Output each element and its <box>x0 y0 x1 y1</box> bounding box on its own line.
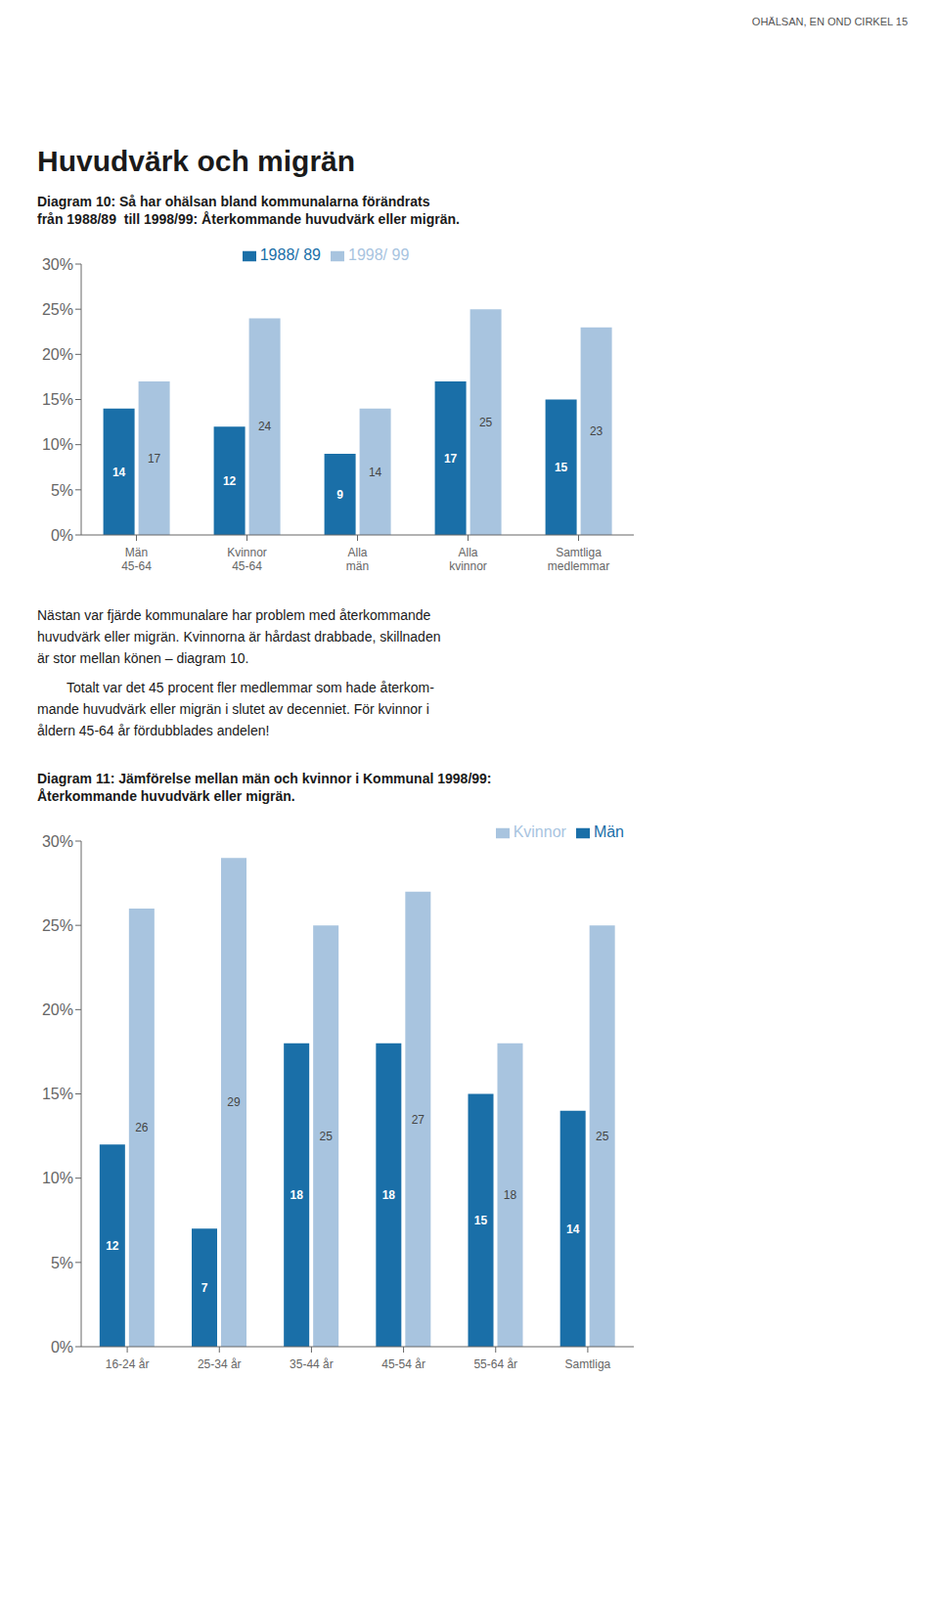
html-text:Diagram 11: Jämförelse mellan: Diagram 11: Jämförelse mellan män och kv… <box>37 770 492 787</box>
svg-text:55-64 år: 55-64 år <box>473 1357 518 1372</box>
svg-text:25: 25 <box>595 1129 610 1144</box>
html-text:från 1988/89 till 1998/99: Åte: från 1988/89 till 1998/99: Återkommande … <box>37 211 460 227</box>
svg-text:Allamän: Allamän <box>346 545 369 574</box>
html-text:åldern 45-64 år fördubblades a: åldern 45-64 år fördubblades andelen! <box>37 722 270 739</box>
svg-text:30%: 30% <box>42 256 74 273</box>
svg-text:27: 27 <box>411 1113 426 1127</box>
svg-text:25%: 25% <box>42 301 74 318</box>
html-text:huvudvärk eller migrän. Kvinno: huvudvärk eller migrän. Kvinnorna är hår… <box>37 628 441 645</box>
html-text:Diagram 10: Så har ohälsan bla: Diagram 10: Så har ohälsan bland kommuna… <box>37 193 430 210</box>
html-text:1988/ 89: 1988/ 89 <box>259 246 321 264</box>
svg-text:16-24 år: 16-24 år <box>105 1357 150 1372</box>
svg-text:45-54 år: 45-54 år <box>381 1357 426 1372</box>
svg-text:0%: 0% <box>50 1339 74 1356</box>
svg-text:17: 17 <box>147 451 162 466</box>
svg-text:10%: 10% <box>42 436 74 453</box>
svg-text:12: 12 <box>105 1239 120 1253</box>
svg-text:15: 15 <box>474 1213 489 1228</box>
svg-text:10%: 10% <box>42 1169 74 1187</box>
svg-text:Samtliga: Samtliga <box>565 1357 612 1372</box>
svg-text:14: 14 <box>368 465 383 480</box>
svg-text:23: 23 <box>589 424 604 439</box>
html-text:Män: Män <box>593 823 625 841</box>
html-text:Kvinnor: Kvinnor <box>513 823 567 841</box>
svg-text:Allakvinnor: Allakvinnor <box>448 545 488 574</box>
html-text:Huvudvärk och migrän: Huvudvärk och migrän <box>37 144 356 178</box>
html-text:mande huvudvärk eller migrän i: mande huvudvärk eller migrän i slutet av… <box>37 701 430 717</box>
svg-text:30%: 30% <box>42 833 74 850</box>
html-text:Totalt var det 45 procent fler: Totalt var det 45 procent fler medlemmar… <box>66 679 435 696</box>
svg-text:12: 12 <box>223 474 237 489</box>
svg-text:35-44 år: 35-44 år <box>289 1357 334 1372</box>
svg-text:29: 29 <box>226 1095 241 1110</box>
html-text:1998/ 99: 1998/ 99 <box>348 246 410 264</box>
svg-text:5%: 5% <box>50 1254 74 1272</box>
svg-text:25-34 år: 25-34 år <box>197 1357 242 1372</box>
svg-text:15%: 15% <box>42 391 74 408</box>
svg-text:9: 9 <box>336 488 344 502</box>
svg-text:15%: 15% <box>42 1085 74 1103</box>
svg-text:25: 25 <box>479 415 493 430</box>
svg-text:18: 18 <box>289 1188 304 1203</box>
svg-text:Samtligamedlemmar: Samtligamedlemmar <box>547 545 610 574</box>
svg-text:15: 15 <box>554 460 569 475</box>
svg-text:14: 14 <box>112 465 127 480</box>
svg-text:25: 25 <box>318 1129 333 1144</box>
html-text:är stor mellan könen – diagram: är stor mellan könen – diagram 10. <box>37 650 249 667</box>
svg-text:18: 18 <box>382 1188 397 1203</box>
svg-text:26: 26 <box>134 1120 149 1135</box>
svg-text:7: 7 <box>201 1281 209 1296</box>
html-text:Återkommande huvudvärk eller m: Återkommande huvudvärk eller migrän. <box>37 788 296 805</box>
svg-text:25%: 25% <box>42 917 74 935</box>
svg-text:18: 18 <box>503 1188 518 1203</box>
svg-text:Män45-64: Män45-64 <box>121 545 152 574</box>
html-text:OHÄLSAN, EN OND CIRKEL 15: OHÄLSAN, EN OND CIRKEL 15 <box>752 15 908 28</box>
svg-text:20%: 20% <box>42 346 74 363</box>
html-text:Nästan var fjärde kommunalare: Nästan var fjärde kommunalare har proble… <box>37 607 431 624</box>
svg-text:14: 14 <box>566 1222 581 1237</box>
svg-text:0%: 0% <box>50 527 74 544</box>
svg-text:5%: 5% <box>50 482 74 499</box>
svg-text:17: 17 <box>444 451 458 466</box>
svg-text:Kvinnor45-64: Kvinnor45-64 <box>226 545 268 574</box>
svg-text:20%: 20% <box>42 1001 74 1019</box>
svg-text:24: 24 <box>258 419 272 434</box>
